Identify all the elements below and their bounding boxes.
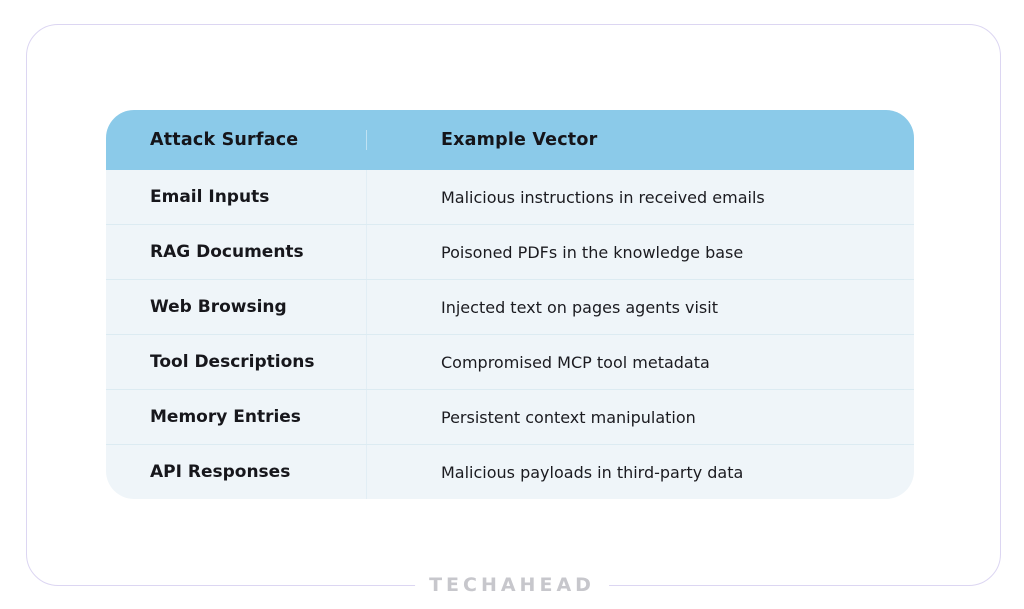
- table-row: Web Browsing Injected text on pages agen…: [106, 279, 914, 334]
- example-vector-cell: Persistent context manipulation: [366, 390, 914, 444]
- table-row: Memory Entries Persistent context manipu…: [106, 389, 914, 444]
- example-vector-cell: Malicious instructions in received email…: [366, 170, 914, 224]
- example-vector-cell: Poisoned PDFs in the knowledge base: [366, 225, 914, 279]
- table-row: RAG Documents Poisoned PDFs in the knowl…: [106, 224, 914, 279]
- techahead-logo: TECHAHEAD: [415, 572, 609, 598]
- attack-surface-cell: API Responses: [150, 462, 291, 482]
- example-vector-cell: Compromised MCP tool metadata: [366, 335, 914, 389]
- column-header-example-vector: Example Vector: [366, 130, 914, 150]
- attack-surface-table: Attack Surface Example Vector Email Inpu…: [106, 110, 914, 499]
- attack-surface-cell: Web Browsing: [150, 297, 287, 317]
- example-vector-cell: Malicious payloads in third-party data: [366, 445, 914, 499]
- attack-surface-cell: RAG Documents: [150, 242, 304, 262]
- table-row: Tool Descriptions Compromised MCP tool m…: [106, 334, 914, 389]
- table-row: Email Inputs Malicious instructions in r…: [106, 170, 914, 224]
- table-header-row: Attack Surface Example Vector: [106, 110, 914, 170]
- table-row: API Responses Malicious payloads in thir…: [106, 444, 914, 499]
- attack-surface-cell: Tool Descriptions: [150, 352, 315, 372]
- techahead-logo-text: TECHAHEAD: [429, 574, 595, 596]
- attack-surface-cell: Email Inputs: [150, 187, 270, 207]
- example-vector-cell: Injected text on pages agents visit: [366, 280, 914, 334]
- attack-surface-cell: Memory Entries: [150, 407, 301, 427]
- column-header-attack-surface: Attack Surface: [150, 130, 299, 150]
